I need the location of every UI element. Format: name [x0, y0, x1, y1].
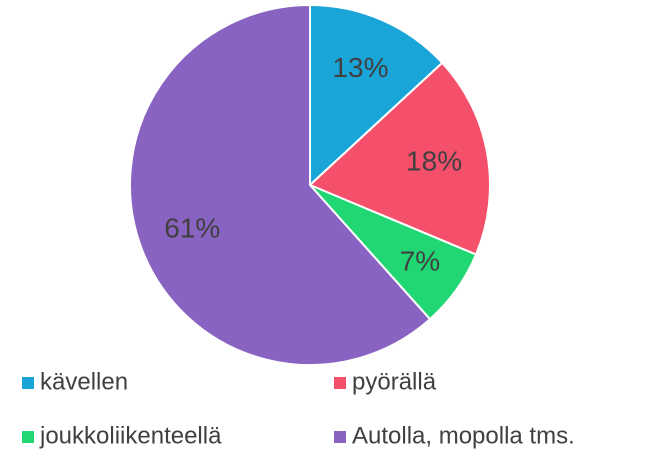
- legend-label: pyörällä: [352, 368, 437, 395]
- legend-swatch: [22, 431, 34, 443]
- data-label: 7%: [400, 246, 440, 277]
- legend-swatch: [22, 377, 34, 389]
- legend-swatch: [334, 377, 346, 389]
- data-label: 13%: [332, 52, 388, 83]
- legend-label: Autolla, mopolla tms.: [352, 422, 575, 449]
- data-label: 61%: [164, 212, 220, 243]
- pie-slice: [129, 3, 432, 366]
- pie-slice: [308, 61, 491, 256]
- legend-label: kävellen: [40, 368, 128, 395]
- data-label: 18%: [406, 146, 462, 177]
- legend-label: joukkoliikenteellä: [39, 422, 222, 449]
- legend-swatch: [334, 431, 346, 443]
- pie-slice: [309, 3, 444, 188]
